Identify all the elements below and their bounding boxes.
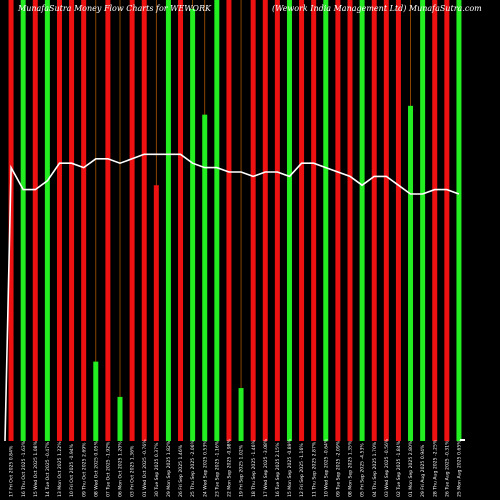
bar (226, 0, 232, 441)
bar (408, 105, 414, 441)
x-tick-label: 24 Wed Sep 2025 0.53% (202, 440, 208, 497)
x-tick-label: 26 Tue Aug 2025 -0.31% (444, 440, 450, 497)
x-tick-label: 18 Thu Sep 2025 -1.46% (251, 439, 257, 497)
x-tick-label: 13 Mon Oct 2025 1.22% (57, 441, 63, 497)
x-tick-label: 06 Mon Oct 2025 1.20% (118, 441, 124, 497)
bar (105, 0, 111, 441)
x-tick-label: 07 Tue Oct 2025 -1.92% (105, 441, 111, 497)
bar (141, 0, 147, 441)
bar (371, 0, 377, 441)
x-tick-label: 01 Wed Oct 2025 -0.76% (142, 439, 148, 497)
x-tick-label: 08 Wed Oct 2025 0.05% (93, 440, 99, 497)
bar (81, 0, 87, 441)
x-tick-label: 28 Thu Aug 2025 -2.25% (432, 439, 438, 497)
bar (129, 0, 135, 441)
x-tick-label: 10 Wed Sep 2025 -0.64% (323, 438, 329, 497)
x-tick-label: 17 Wed Sep 2025 -3.08% (263, 438, 269, 497)
x-tick-label: 02 Tue Sep 2025 -1.84% (396, 440, 402, 497)
bar (323, 0, 329, 441)
x-tick-label: 11 Thu Sep 2025 2.87% (311, 441, 317, 497)
x-tick-label: 22 Mon Sep 2025 -0.98% (227, 438, 233, 497)
bar (20, 0, 26, 441)
bar (286, 0, 292, 441)
bar (190, 8, 196, 441)
x-tick-label: 19 Fri Sep 2025 1.02% (239, 444, 245, 497)
bar (347, 0, 353, 441)
bar (56, 0, 62, 441)
bar (262, 0, 268, 441)
bar (165, 0, 171, 441)
bar (8, 0, 14, 441)
bar (44, 0, 50, 441)
chart-title-left: MunafaSutra Money Flow Charts for WEWORK (17, 4, 212, 13)
bars (8, 0, 465, 441)
bar (311, 0, 317, 441)
x-tick-label: 03 Wed Sep 2025 -0.56% (384, 438, 390, 497)
bar (274, 0, 280, 441)
bar (432, 0, 438, 441)
x-tick-label: 26 Fri Sep 2025 1.46% (178, 444, 184, 497)
bar (93, 361, 99, 441)
x-tick-label: 12 Fri Sep 2025 -1.16% (299, 443, 305, 497)
x-tick-label: 15 Mon Sep 2025 -0.89% (287, 438, 293, 497)
chart-title-right: (Wework India Management Ltd) MunafaSutr… (272, 4, 482, 13)
x-tick-label: 23 Tue Sep 2025 -1.16% (214, 440, 220, 497)
money-flow-line (4, 153, 460, 442)
x-tick-label: 09 Thu Oct 2025 2.69% (81, 442, 87, 497)
x-tick-label: 15 Wed Oct 2025 1.08% (33, 440, 39, 497)
x-tick-label: 04 Thu Sep 2025 1.70% (372, 441, 378, 497)
bar (32, 0, 38, 441)
x-tick-label: 25 Thu Sep 2025 -2.06% (190, 439, 196, 497)
x-tick-label: 16 Tue Sep 2025 2.15% (275, 442, 281, 497)
bar (420, 0, 426, 441)
x-tick-label: 01 Mon Sep 2025 2.80% (408, 440, 414, 497)
bar (335, 0, 341, 441)
x-tick-label: 29 Fri Aug 2025 0.94% (420, 444, 426, 497)
bar (250, 0, 256, 441)
bar (69, 0, 75, 441)
x-tick-label: 25 Mon Aug 2025 0.65% (457, 440, 463, 497)
bar (202, 114, 208, 441)
end-marker (460, 439, 465, 441)
bar (383, 0, 389, 441)
x-tick-label: 05 Fri Sep 2025 -4.53% (360, 443, 366, 497)
bar (117, 396, 123, 441)
x-tick-label: 03 Fri Oct 2025 1.36% (130, 445, 136, 497)
bar (238, 388, 244, 441)
bar (359, 0, 365, 441)
x-tick-label: 17 Fri Oct 2025 0.84% (9, 445, 15, 497)
x-tick-label: 29 Mon Sep 2025 1.82% (166, 440, 172, 497)
bar (214, 0, 220, 441)
bar (456, 0, 462, 441)
bar (444, 0, 450, 441)
x-tick-label: 09 Tue Sep 2025 -2.09% (335, 440, 341, 497)
x-tick-labels: 17 Fri Oct 2025 0.84% 16 Thu Oct 2025 -1.… (9, 438, 463, 497)
x-tick-label: 16 Thu Oct 2025 -1.63% (21, 440, 27, 497)
bar (153, 185, 159, 441)
x-tick-label: 14 Tue Oct 2025 -0.47% (45, 441, 51, 497)
x-tick-label: 08 Mon Sep 2025 1.35% (348, 440, 354, 497)
bar (395, 0, 401, 441)
bar (299, 0, 305, 441)
x-tick-label: 10 Fri Oct 2025 -0.94% (69, 443, 75, 497)
x-tick-label: 30 Tue Sep 2025 0.37% (154, 442, 160, 497)
bar (178, 0, 184, 441)
